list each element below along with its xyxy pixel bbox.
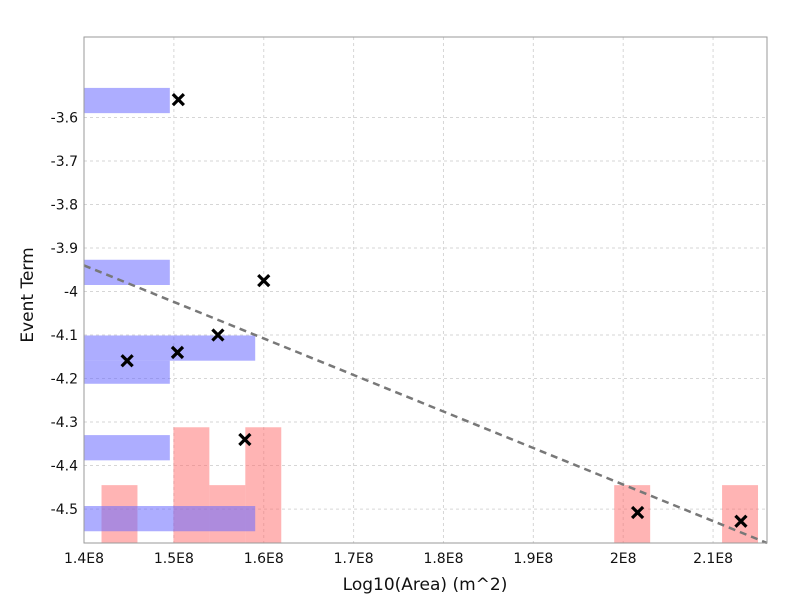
y-tick-label: -3.9 bbox=[51, 241, 78, 257]
plot-frame bbox=[83, 36, 768, 544]
y-histogram-bar bbox=[84, 259, 170, 285]
data-point bbox=[630, 505, 645, 520]
y-histogram bbox=[84, 87, 256, 532]
y-tick-label: -3.8 bbox=[51, 198, 78, 214]
y-tick-label: -4.5 bbox=[51, 502, 78, 518]
y-tick-label: -4 bbox=[64, 285, 78, 301]
x-histogram-bar bbox=[722, 485, 759, 543]
x-tick-labels: 1.4E8 1.5E8 1.6E8 1.7E8 1.8E8 1.9E8 2E8 2.1E8 bbox=[64, 551, 733, 567]
x-tick-label: 1.7E8 bbox=[334, 551, 374, 567]
y-tick-label: -4.3 bbox=[51, 415, 78, 431]
grid bbox=[83, 37, 767, 543]
y-histogram-bar bbox=[84, 87, 170, 114]
y-tick-label: -4.2 bbox=[51, 372, 78, 388]
y-histogram-bar bbox=[84, 335, 256, 361]
data-points bbox=[120, 93, 748, 528]
data-point bbox=[257, 274, 271, 288]
y-tick-labels: -3.6 -3.7 -3.8 -3.9 -4 -4.1 -4.2 -4.3 -4.4 -4.5 bbox=[51, 110, 78, 518]
data-point bbox=[171, 93, 185, 107]
y-axis-title: Event Term bbox=[18, 247, 38, 342]
x-tick-label: 1.6E8 bbox=[244, 551, 284, 567]
y-histogram-bar bbox=[84, 360, 170, 384]
x-tick-label: 1.5E8 bbox=[154, 551, 194, 567]
trend-line-group bbox=[83, 264, 768, 545]
y-tick-label: -3.7 bbox=[51, 154, 78, 170]
y-tick-label: -4.1 bbox=[51, 328, 78, 344]
x-tick-label: 2E8 bbox=[610, 551, 637, 567]
y-tick-label: -3.6 bbox=[51, 110, 78, 126]
data-point bbox=[238, 432, 252, 447]
data-point bbox=[211, 328, 225, 342]
y-tick-label: -4.4 bbox=[51, 459, 78, 475]
x-tick-label: 1.9E8 bbox=[513, 551, 553, 567]
y-histogram-bar bbox=[84, 435, 170, 461]
x-histogram-bar bbox=[614, 485, 651, 543]
data-point bbox=[120, 354, 134, 368]
x-tick-label: 1.4E8 bbox=[64, 551, 104, 567]
data-point bbox=[170, 345, 185, 360]
y-histogram-bar bbox=[84, 506, 256, 532]
trend-line bbox=[83, 264, 768, 545]
data-point bbox=[734, 514, 748, 528]
x-tick-label: 2.1E8 bbox=[693, 551, 733, 567]
x-axis-title: Log10(Area) (m^2) bbox=[343, 575, 508, 595]
x-tick-label: 1.8E8 bbox=[423, 551, 463, 567]
